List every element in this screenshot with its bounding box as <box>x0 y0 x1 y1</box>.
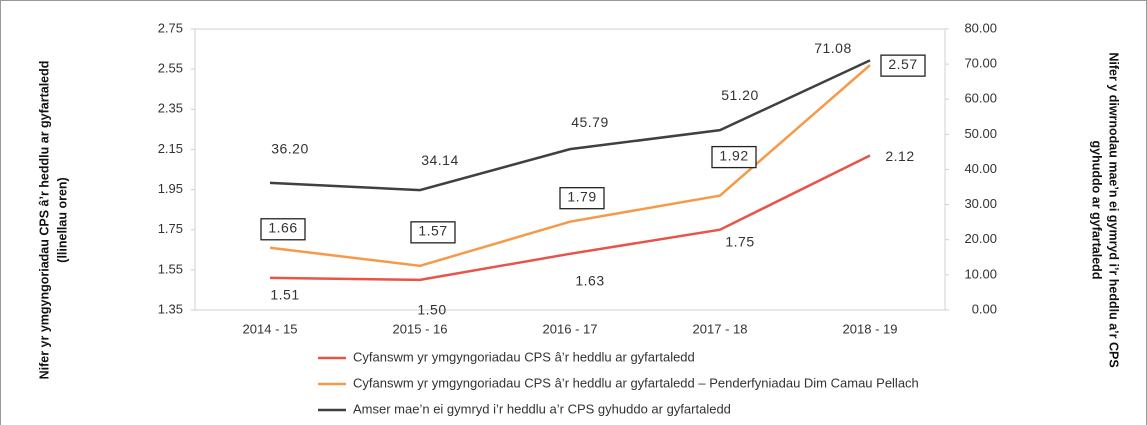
label-box <box>711 145 757 169</box>
data-label: 2.57 <box>888 56 917 72</box>
data-label: 51.20 <box>721 87 759 103</box>
data-label: 34.14 <box>421 152 459 168</box>
y-axis-label: (llinellau oren) <box>55 177 69 262</box>
y-tick-label: 2.55 <box>158 61 183 76</box>
y2-tick-label: 80.00 <box>964 20 997 35</box>
line <box>269 59 871 192</box>
legend-label: Cyfanswm yr ymgyngoriadau CPS â’r heddlu… <box>353 375 919 390</box>
x-tick-label: 2017 - 18 <box>693 321 748 336</box>
y-axis-label: Nifer yr ymgyngoriadau CPS â’r heddlu ar… <box>37 61 51 380</box>
y-tick-label: 1.35 <box>158 301 183 316</box>
data-label: 1.51 <box>270 287 299 303</box>
data-label: 1.66 <box>268 219 297 235</box>
y2-axis-label: gyhuddo ar gyfartaledd <box>1090 141 1104 280</box>
plot-area <box>194 28 946 311</box>
y2-tick-label: 50.00 <box>964 126 997 141</box>
x-tick-label: 2014 - 15 <box>243 321 298 336</box>
y2-tick-label: 60.00 <box>964 91 997 106</box>
data-label: 1.63 <box>575 273 604 289</box>
data-label: 1.50 <box>417 302 446 318</box>
label-box <box>260 218 306 241</box>
x-tick-label: 2018 - 19 <box>843 321 898 336</box>
x-tick-label: 2015 - 16 <box>393 321 448 336</box>
data-label: 2.12 <box>885 148 914 164</box>
y2-tick-label: 10.00 <box>964 266 997 281</box>
y2-tick-label: 70.00 <box>964 56 997 71</box>
y2-tick-label: 30.00 <box>964 196 997 211</box>
x-tick-label: 2016 - 17 <box>543 321 598 336</box>
data-label: 45.79 <box>571 114 609 130</box>
y-tick-label: 2.75 <box>158 20 183 35</box>
label-box <box>880 54 926 77</box>
y2-tick-label: 0.00 <box>972 301 997 316</box>
data-label: 1.57 <box>418 223 447 239</box>
label-box <box>410 221 456 244</box>
line <box>269 154 871 282</box>
y-tick-label: 1.55 <box>158 261 183 276</box>
y-tick-label: 1.95 <box>158 181 183 196</box>
y2-axis-label: Nifer y diwrnodau mae’n ei gymryd i’r he… <box>1107 52 1121 367</box>
label-box <box>559 187 605 210</box>
y2-tick-label: 40.00 <box>964 161 997 176</box>
data-label: 1.92 <box>719 147 748 163</box>
data-label: 1.75 <box>725 233 754 249</box>
y-tick-label: 1.75 <box>158 221 183 236</box>
y-tick-label: 2.35 <box>158 101 183 116</box>
y2-tick-label: 20.00 <box>964 231 997 246</box>
data-label: 36.20 <box>271 141 309 157</box>
y-tick-label: 2.15 <box>158 141 183 156</box>
legend-label: Cyfanswm yr ymgyngoriadau CPS â’r heddlu… <box>353 349 695 364</box>
data-label: 71.08 <box>814 40 852 56</box>
line <box>269 64 871 268</box>
legend-label: Amser mae’n ei gymryd i’r heddlu a’r CPS… <box>353 401 731 416</box>
data-label: 1.79 <box>567 188 596 204</box>
